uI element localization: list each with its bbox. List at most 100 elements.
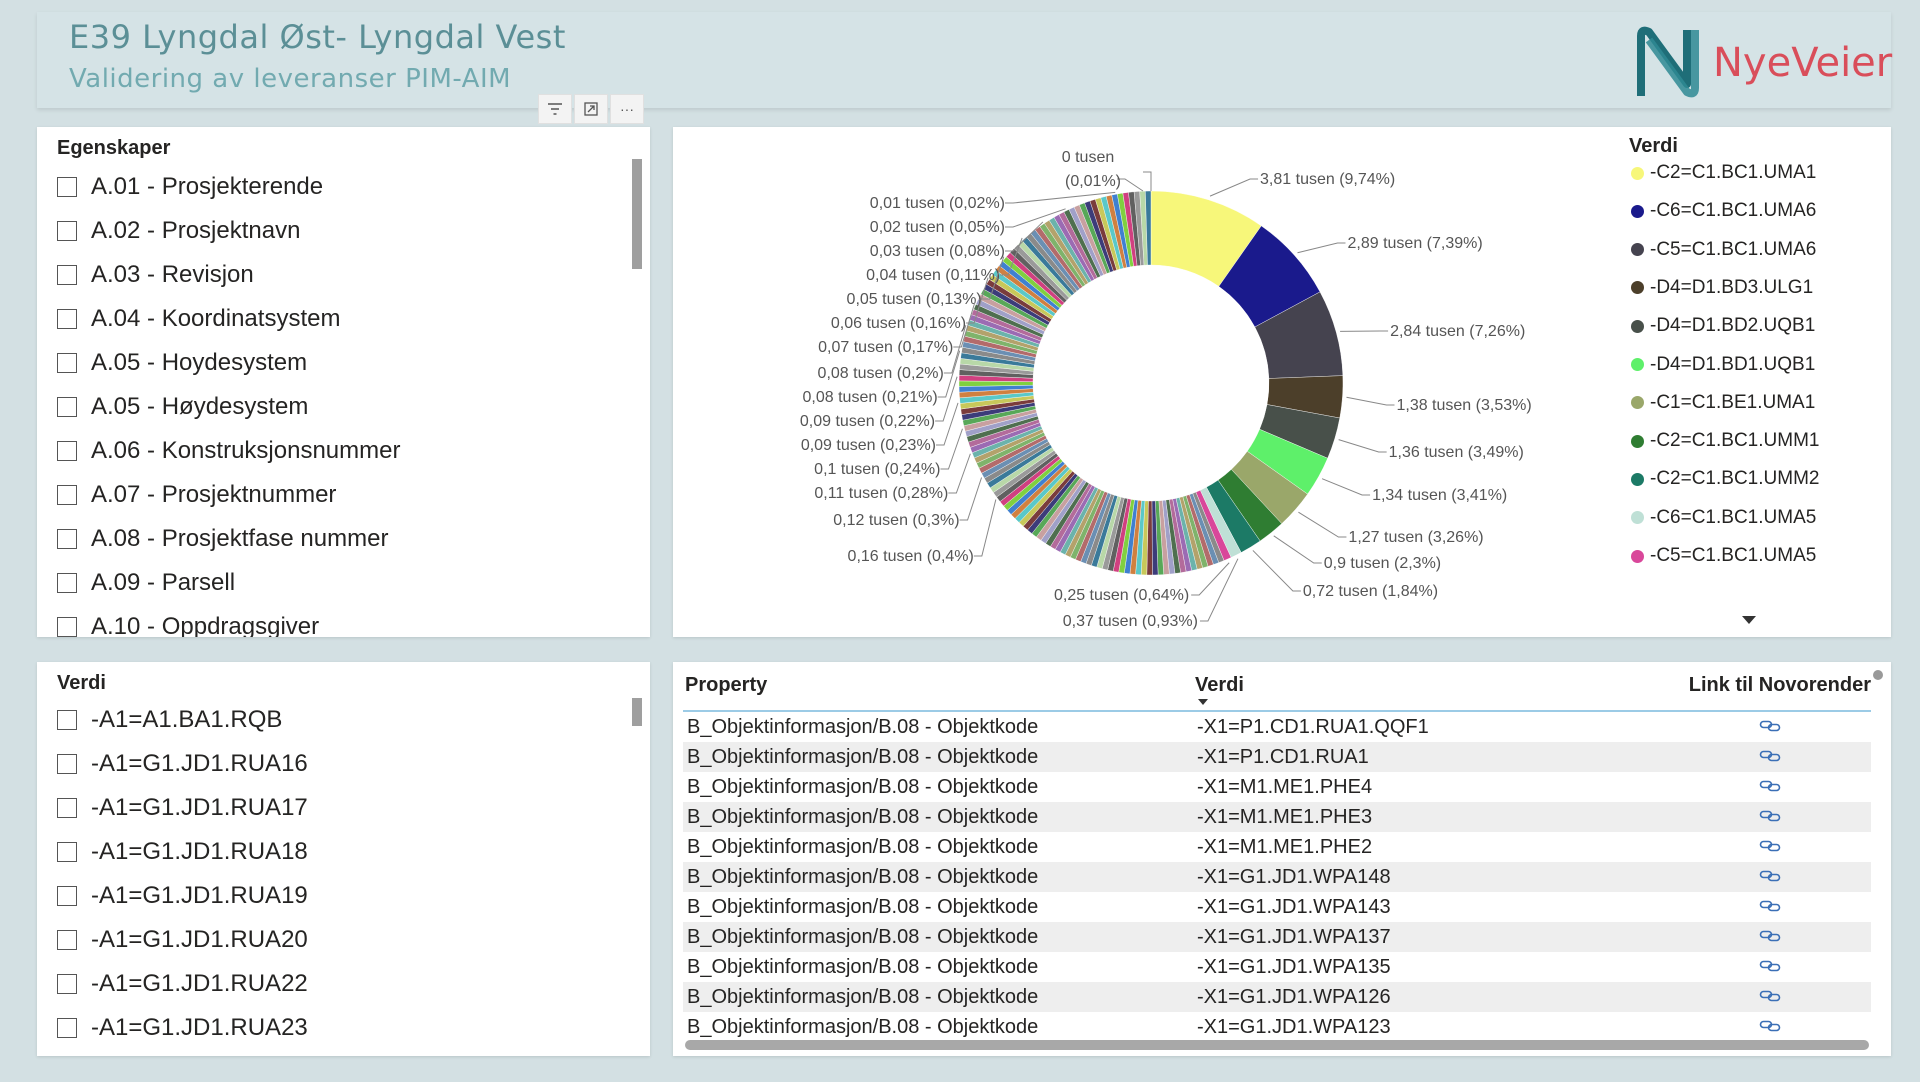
more-options-icon[interactable]: ··· (610, 94, 644, 124)
table-row[interactable]: B_Objektinformasjon/B.08 - Objektkode-X1… (683, 832, 1871, 862)
legend-label: -C6=C1.BC1.UMA5 (1650, 507, 1816, 529)
table-row[interactable]: B_Objektinformasjon/B.08 - Objektkode-X1… (683, 922, 1871, 952)
slicer-item[interactable]: A.09 - Parsell (57, 561, 610, 605)
legend-scroll-down-icon[interactable] (1741, 615, 1757, 625)
link-icon[interactable] (1759, 898, 1781, 914)
checkbox[interactable] (57, 754, 77, 774)
slicer-item[interactable]: -A1=G1.JD1.RUA16 (57, 742, 610, 786)
checkbox[interactable] (57, 886, 77, 906)
leader-line (1253, 550, 1301, 591)
checkbox[interactable] (57, 265, 77, 285)
legend-label: -C6=C1.BC1.UMA6 (1650, 200, 1816, 222)
legend-item[interactable]: -C2=C1.BC1.UMM2 (1631, 467, 1819, 491)
slicer-item-label: A.05 - Høydesystem (91, 393, 308, 421)
link-icon[interactable] (1759, 838, 1781, 854)
legend-item[interactable]: -D4=D1.BD3.ULG1 (1631, 276, 1813, 300)
legend-item[interactable]: -C5=C1.BC1.UMA6 (1631, 238, 1816, 262)
table-horizontal-scrollbar[interactable] (685, 1040, 1869, 1050)
checkbox[interactable] (57, 974, 77, 994)
legend-item[interactable]: -C5=C1.BC1.UMA5 (1631, 544, 1816, 568)
table-row[interactable]: B_Objektinformasjon/B.08 - Objektkode-X1… (683, 802, 1871, 832)
link-icon[interactable] (1759, 958, 1781, 974)
data-label: 0,01 tusen (0,02%) (870, 195, 1005, 212)
cell-property: B_Objektinformasjon/B.08 - Objektkode (687, 776, 1038, 799)
donut-chart-panel: 3,81 tusen (9,74%)2,89 tusen (7,39%)2,84… (673, 127, 1891, 637)
slicer-item[interactable]: A.03 - Revisjon (57, 253, 610, 297)
slicer-item[interactable]: -A1=G1.JD1.RUA17 (57, 786, 610, 830)
slicer-item[interactable]: A.02 - Prosjektnavn (57, 209, 610, 253)
slicer-item[interactable]: -A1=G1.JD1.RUA23 (57, 1006, 610, 1050)
legend-item[interactable]: -D4=D1.BD2.UQB1 (1631, 314, 1815, 338)
checkbox[interactable] (57, 573, 77, 593)
verdi-scrollbar[interactable] (632, 698, 642, 726)
legend-item[interactable]: -C6=C1.BC1.UMA5 (1631, 506, 1816, 530)
slicer-item[interactable]: A.01 - Prosjekterende (57, 165, 610, 209)
slicer-item[interactable]: A.10 - Oppdragsgiver (57, 605, 610, 637)
checkbox[interactable] (57, 529, 77, 549)
slicer-item[interactable]: -A1=G1.JD1.RUA22 (57, 962, 610, 1006)
cell-property: B_Objektinformasjon/B.08 - Objektkode (687, 956, 1038, 979)
checkbox[interactable] (57, 221, 77, 241)
table-row[interactable]: B_Objektinformasjon/B.08 - Objektkode-X1… (683, 982, 1871, 1012)
legend-item[interactable]: -C2=C1.BC1.UMM1 (1631, 429, 1819, 453)
cell-property: B_Objektinformasjon/B.08 - Objektkode (687, 896, 1038, 919)
link-icon[interactable] (1759, 988, 1781, 1004)
data-label: 2,84 tusen (7,26%) (1390, 323, 1525, 340)
data-label: (0,01%) (1065, 173, 1121, 190)
link-icon[interactable] (1759, 1018, 1781, 1034)
slicer-item[interactable]: A.07 - Prosjektnummer (57, 473, 610, 517)
slicer-item[interactable]: A.04 - Koordinatsystem (57, 297, 610, 341)
slicer-item[interactable]: -A1=G1.JD1.RUA19 (57, 874, 610, 918)
focus-mode-icon[interactable] (574, 94, 608, 124)
checkbox[interactable] (57, 397, 77, 417)
checkbox[interactable] (57, 353, 77, 373)
column-header-verdi[interactable]: Verdi (1195, 674, 1244, 697)
slicer-item[interactable]: -A1=A1.BA1.RQB (57, 698, 610, 742)
table-row[interactable]: B_Objektinformasjon/B.08 - Objektkode-X1… (683, 862, 1871, 892)
legend-item[interactable]: -D4=D1.BD1.UQB1 (1631, 353, 1815, 377)
link-icon[interactable] (1759, 928, 1781, 944)
egenskaper-scrollbar[interactable] (632, 159, 642, 269)
checkbox[interactable] (57, 798, 77, 818)
checkbox[interactable] (57, 930, 77, 950)
data-label: 0,16 tusen (0,4%) (848, 548, 974, 565)
checkbox[interactable] (57, 485, 77, 505)
table-row[interactable]: B_Objektinformasjon/B.08 - Objektkode-X1… (683, 742, 1871, 772)
legend-dot (1631, 396, 1644, 409)
table-row[interactable]: B_Objektinformasjon/B.08 - Objektkode-X1… (683, 892, 1871, 922)
slicer-item[interactable]: A.08 - Prosjektfase nummer (57, 517, 610, 561)
link-icon[interactable] (1759, 868, 1781, 884)
data-label: 0,72 tusen (1,84%) (1303, 583, 1438, 600)
table-row[interactable]: B_Objektinformasjon/B.08 - Objektkode-X1… (683, 952, 1871, 982)
table-row[interactable]: B_Objektinformasjon/B.08 - Objektkode-X1… (683, 772, 1871, 802)
legend-item[interactable]: -C2=C1.BC1.UMA1 (1631, 161, 1816, 185)
table-row[interactable]: B_Objektinformasjon/B.08 - Objektkode-X1… (683, 712, 1871, 742)
checkbox[interactable] (57, 617, 77, 637)
filter-icon[interactable] (538, 94, 572, 124)
checkbox[interactable] (57, 710, 77, 730)
slicer-item[interactable]: A.05 - Høydesystem (57, 385, 610, 429)
checkbox[interactable] (57, 441, 77, 461)
checkbox[interactable] (57, 177, 77, 197)
slicer-item[interactable]: A.06 - Konstruksjonsnummer (57, 429, 610, 473)
link-icon[interactable] (1759, 718, 1781, 734)
link-icon[interactable] (1759, 778, 1781, 794)
slicer-item-label: A.07 - Prosjektnummer (91, 481, 336, 509)
slicer-item[interactable]: A.05 - Hoydesystem (57, 341, 610, 385)
link-icon[interactable] (1759, 808, 1781, 824)
slicer-item-label: -A1=G1.JD1.RUA16 (91, 750, 308, 778)
checkbox[interactable] (57, 309, 77, 329)
legend-item[interactable]: -C1=C1.BE1.UMA1 (1631, 391, 1815, 415)
link-icon[interactable] (1759, 748, 1781, 764)
checkbox[interactable] (57, 1018, 77, 1038)
column-header-property[interactable]: Property (685, 674, 767, 697)
leader-line (940, 429, 962, 469)
checkbox[interactable] (57, 842, 77, 862)
table-row[interactable]: B_Objektinformasjon/B.08 - Objektkode-X1… (683, 1012, 1871, 1042)
column-header-link[interactable]: Link til Novorender (1689, 674, 1871, 697)
legend-item[interactable]: -C6=C1.BC1.UMA6 (1631, 199, 1816, 223)
slicer-item[interactable]: -A1=G1.JD1.RUA18 (57, 830, 610, 874)
slicer-item[interactable]: -A1=G1.JD1.RUA20 (57, 918, 610, 962)
cell-verdi: -X1=M1.ME1.PHE2 (1197, 836, 1372, 859)
data-label: 0,06 tusen (0,16%) (831, 315, 966, 332)
